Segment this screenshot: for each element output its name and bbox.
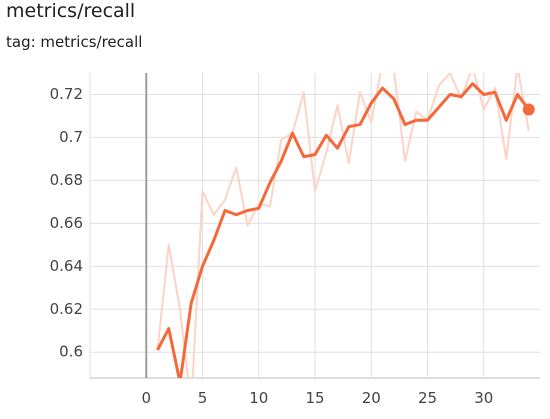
y-tick-label: 0.6 [59,343,83,361]
series-line [156,82,530,378]
x-tick-label: 10 [249,389,268,407]
chart-title: metrics/recall [6,0,135,22]
y-tick-label: 0.62 [50,300,83,318]
x-tick-label: 30 [474,389,493,407]
y-tick-label: 0.68 [50,171,83,189]
x-tick-label: 25 [418,389,437,407]
y-tick-label: 0.7 [59,128,83,146]
x-tick-label: 5 [198,389,208,407]
x-tick-label: 15 [305,389,324,407]
y-tick-label: 0.66 [50,214,83,232]
end-point [522,103,535,116]
series-line [156,73,530,378]
x-tick-label: 0 [141,389,151,407]
plot-area [156,73,530,378]
y-tick-label: 0.72 [50,85,83,103]
x-tick-label: 20 [362,389,381,407]
chart-subtitle: tag: metrics/recall [6,33,142,51]
y-tick-label: 0.64 [50,257,83,275]
